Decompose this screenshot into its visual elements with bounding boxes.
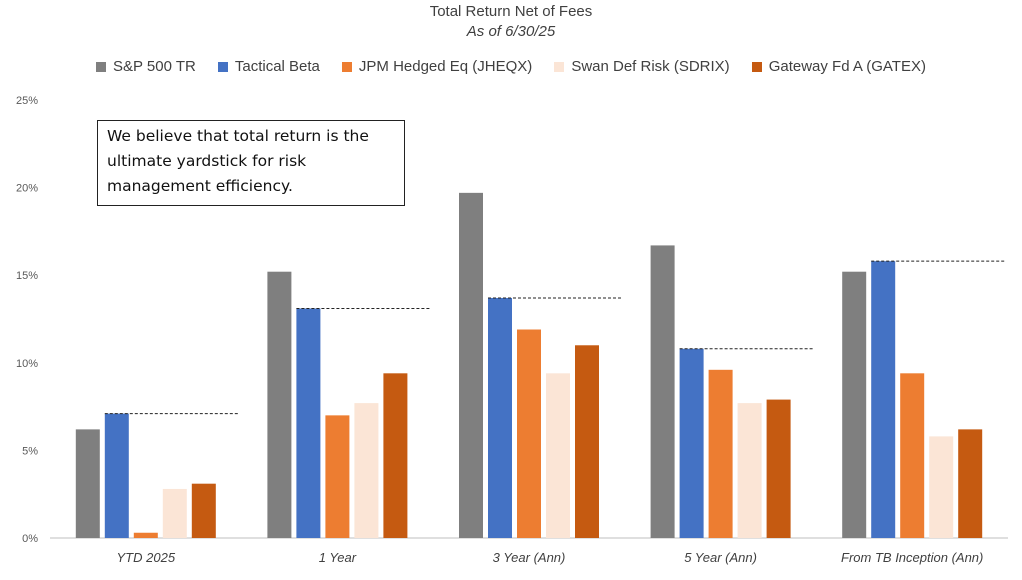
category-label: 3 Year (Ann)	[493, 550, 566, 565]
bar	[162, 488, 187, 538]
bar	[900, 373, 925, 538]
legend-label-tactical-beta: Tactical Beta	[234, 58, 320, 75]
bar	[737, 403, 762, 538]
legend-swatch-sdrix	[554, 61, 565, 72]
bar	[383, 373, 408, 538]
bar	[650, 245, 675, 538]
y-tick-label: 25%	[16, 95, 38, 107]
legend-item-tactical-beta: Tactical Beta	[217, 58, 320, 75]
legend-item-sdrix: Swan Def Risk (SDRIX)	[554, 58, 730, 75]
bar	[958, 429, 983, 538]
bar	[929, 436, 954, 538]
y-tick-label: 5%	[22, 445, 38, 457]
bar	[679, 348, 704, 538]
bar	[75, 429, 100, 538]
annotation-callout: We believe that total return is the ulti…	[97, 120, 405, 206]
legend-item-gatex: Gateway Fd A (GATEX)	[751, 58, 926, 75]
bar	[842, 271, 867, 538]
bar	[325, 415, 350, 538]
bar	[191, 483, 216, 538]
bar	[546, 373, 570, 538]
bar	[267, 271, 292, 538]
legend-label-gatex: Gateway Fd A (GATEX)	[768, 58, 926, 75]
category-label: 1 Year	[319, 550, 357, 565]
y-tick-label: 10%	[16, 358, 38, 370]
bar	[133, 532, 158, 538]
legend-label-jheqx: JPM Hedged Eq (JHEQX)	[358, 58, 533, 75]
bar	[354, 403, 379, 538]
category-label: 5 Year (Ann)	[684, 550, 757, 565]
y-tick-label: 0%	[22, 533, 38, 545]
bar	[708, 369, 733, 538]
category-label: From TB Inception (Ann)	[841, 550, 983, 565]
bar	[104, 413, 129, 538]
bar	[488, 297, 512, 538]
bar	[871, 261, 896, 538]
bar	[766, 399, 791, 538]
legend-swatch-jheqx	[341, 61, 352, 72]
bar	[517, 329, 541, 538]
chart-title: Total Return Net of Fees	[429, 3, 593, 20]
legend-swatch-gatex	[751, 61, 762, 72]
bar	[296, 308, 321, 538]
legend-item-sp500: S&P 500 TR	[96, 58, 196, 75]
chart-subtitle: As of 6/30/25	[466, 23, 556, 40]
legend-swatch-tactical-beta	[217, 61, 228, 72]
legend-swatch-sp500	[96, 61, 107, 72]
category-label: YTD 2025	[117, 550, 176, 565]
legend: S&P 500 TR Tactical Beta JPM Hedged Eq (…	[0, 58, 1022, 75]
bar	[575, 345, 599, 538]
y-tick-label: 15%	[16, 270, 38, 282]
legend-item-jheqx: JPM Hedged Eq (JHEQX)	[341, 58, 533, 75]
y-tick-label: 20%	[16, 183, 38, 195]
legend-label-sp500: S&P 500 TR	[113, 58, 196, 75]
bar	[459, 192, 483, 538]
legend-label-sdrix: Swan Def Risk (SDRIX)	[571, 58, 730, 75]
